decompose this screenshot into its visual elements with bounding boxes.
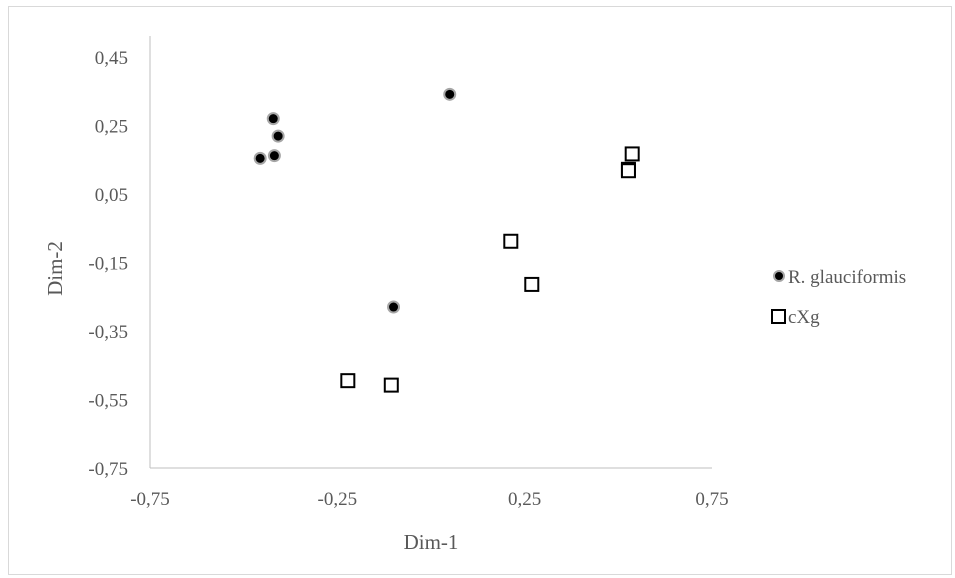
point-r-glauciformis [266,112,280,126]
y-tick-label: -0,55 [88,391,128,412]
x-tick-label: -0,25 [318,489,358,510]
data-points [253,87,640,393]
legend-item-r-glauciformis: R. glauciformis [773,267,906,288]
x-axis-title: Dim-1 [404,530,459,554]
x-tick-label: 0,75 [695,489,728,510]
y-tick-labels: 0,45 0,25 0,05 -0,15 -0,35 -0,55 -0,75 [88,48,128,480]
point-cxg [340,373,356,389]
legend-label-cxg: cXg [788,307,820,328]
point-r-glauciformis [267,149,281,163]
point-cxg [620,163,636,179]
y-axis-title: Dim-2 [43,241,67,296]
legend-item-cxg: cXg [771,307,820,328]
chart-area [8,6,952,575]
point-r-glauciformis [443,87,457,101]
y-tick-label: 0,45 [95,48,128,69]
point-r-glauciformis [253,151,267,165]
y-tick-label: 0,25 [95,117,128,138]
x-tick-label: 0,25 [508,489,541,510]
point-cxg [383,377,399,393]
legend-marker-square [771,309,786,324]
point-cxg [503,233,519,249]
y-tick-label: -0,35 [88,322,128,343]
legend: R. glauciformis cXg [771,267,906,328]
x-tick-label: -0,75 [130,489,170,510]
y-tick-label: 0,05 [95,185,128,206]
legend-marker-circle [773,270,785,282]
y-tick-label: -0,75 [88,459,128,480]
point-r-glauciformis [387,300,401,314]
point-cxg [624,146,640,162]
point-r-glauciformis [271,129,285,143]
axes [149,36,712,469]
y-tick-label: -0,15 [88,254,128,275]
legend-label-r-glauciformis: R. glauciformis [788,267,906,288]
point-cxg [524,276,540,292]
x-tick-labels: -0,75 -0,25 0,25 0,75 [130,489,728,510]
